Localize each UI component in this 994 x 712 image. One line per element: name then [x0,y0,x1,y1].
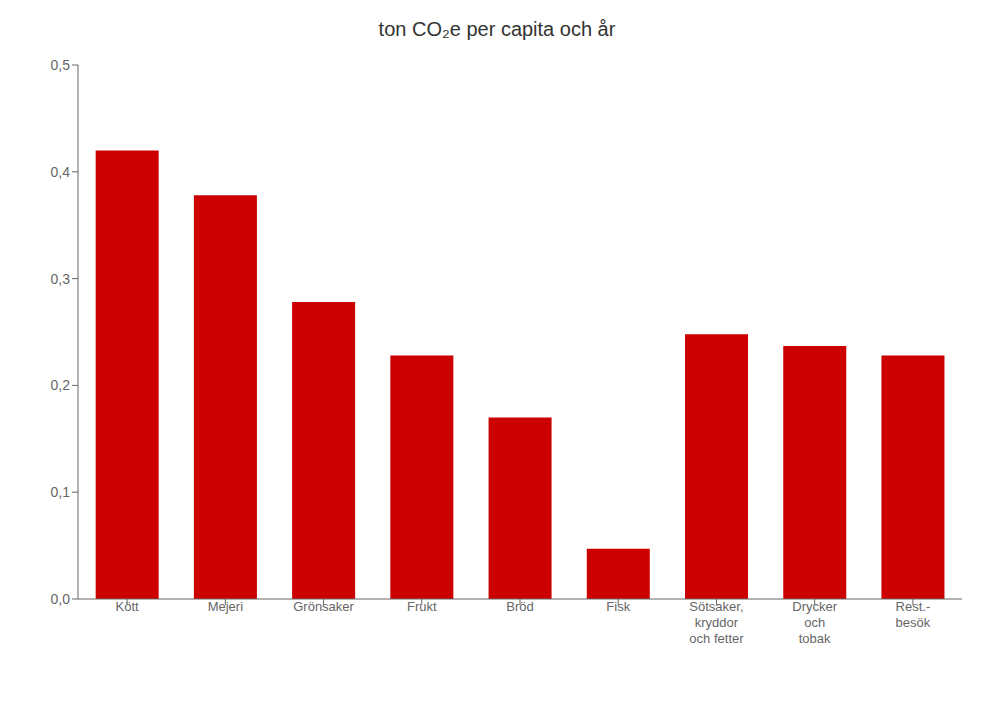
svg-text:Dryckerochtobak: Dryckerochtobak [792,599,837,646]
svg-text:Frukt: Frukt [407,599,437,614]
svg-text:0,4: 0,4 [51,164,71,180]
svg-text:0,2: 0,2 [51,377,71,393]
svg-text:0,1: 0,1 [51,484,71,500]
svg-text:0,0: 0,0 [51,591,71,607]
svg-text:0,3: 0,3 [51,271,71,287]
svg-text:Sötsaker,kryddoroch fetter: Sötsaker,kryddoroch fetter [689,599,744,646]
svg-text:0,5: 0,5 [51,57,71,73]
svg-text:Bröd: Bröd [506,599,533,614]
html-text:ton CO₂e per capita och år: ton CO₂e per capita och år [378,18,616,40]
svg-text:Mejeri: Mejeri [208,599,244,614]
svg-text:Rest.-besök: Rest.-besök [896,599,931,630]
svg-text:Fisk: Fisk [606,599,630,614]
svg-text:Kött: Kött [116,599,140,614]
svg-text:Grönsaker: Grönsaker [293,599,354,614]
